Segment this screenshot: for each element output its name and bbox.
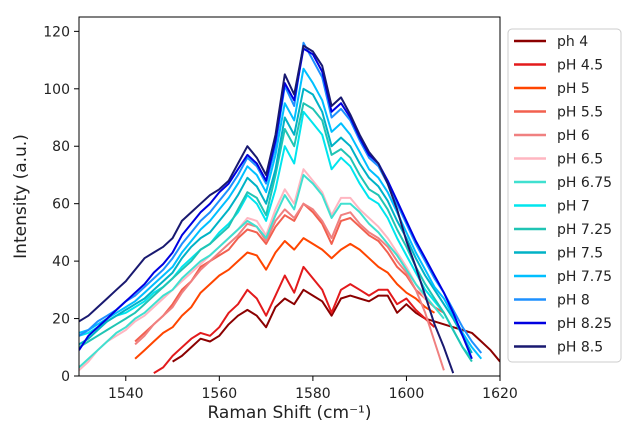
y-tick-label: 60 [52,197,70,213]
legend-label: ph 4 [557,34,588,50]
legend-item: pH 7 [514,199,590,215]
y-tick-label: 0 [61,369,70,385]
series-line-ph-7-25 [79,102,473,363]
legend-item: pH 4.5 [514,58,603,74]
legend-item: pH 5 [514,81,590,97]
series-line-ph-6-75 [79,174,445,369]
legend-label: pH 7.5 [557,246,603,262]
x-tick-label: 1600 [389,386,425,402]
legend-item: pH 6.75 [514,175,612,191]
series-line-ph-6 [134,202,445,371]
legend: ph 4 pH 4.5 pH 5 pH 5.5 pH 6 pH 6.5 pH 6.75 pH … [507,28,622,363]
legend-item: pH 5.5 [514,105,603,121]
legend-item: pH 8 [514,293,590,309]
series-line-ph-4 [172,288,500,363]
series-line-ph-6-5 [79,168,427,372]
legend-item: pH 8.25 [514,316,612,332]
legend-item: pH 7.75 [514,269,612,285]
y-tick-label: 100 [43,82,70,98]
legend-label: pH 5.5 [557,105,603,121]
legend-item: ph 4 [514,34,588,50]
legend-label: pH 7 [557,199,590,215]
x-tick-label: 1620 [482,386,518,402]
x-tick-label: 1560 [202,386,238,402]
series-line-ph-7-75 [79,67,483,360]
legend-item: pH 7.25 [514,222,612,238]
legend-label: pH 5 [557,81,590,97]
series-line-ph-5 [134,237,436,360]
series-line-ph-8-5 [79,44,455,374]
legend-label: pH 7.75 [557,269,612,285]
y-axis-label: Intensity (a.u.) [11,134,31,259]
x-tick-label: 1540 [108,386,144,402]
y-tick-label: 120 [43,24,70,40]
legend-item: pH 6.5 [514,152,603,168]
legend-label: pH 6.75 [557,175,612,191]
plot-frame [78,16,501,377]
y-tick-label: 80 [52,139,70,155]
x-axis-label: Raman Shift (cm⁻¹) [207,403,371,423]
x-tick-label: 1580 [295,386,331,402]
y-axis: 0 20 40 60 80 100 120 [43,24,79,385]
legend-label: pH 8 [557,293,590,309]
legend-item: pH 8.5 [514,340,603,356]
series-layer [79,41,500,374]
legend-item: pH 6 [514,128,590,144]
legend-label: pH 4.5 [557,58,603,74]
legend-label: pH 6 [557,128,590,144]
legend-label: pH 8.25 [557,316,612,332]
x-axis: 1540 1560 1580 1600 1620 [108,376,518,402]
legend-label: pH 6.5 [557,152,603,168]
legend-label: pH 8.5 [557,340,603,356]
y-tick-label: 40 [52,254,70,270]
y-tick-label: 20 [52,312,70,328]
legend-label: pH 7.25 [557,222,612,238]
legend-item: pH 7.5 [514,246,603,262]
series-line-ph-7 [79,110,473,360]
legend-box [507,28,622,363]
series-line-ph-4-5 [153,265,436,374]
series-line-ph-8-25 [79,47,473,360]
